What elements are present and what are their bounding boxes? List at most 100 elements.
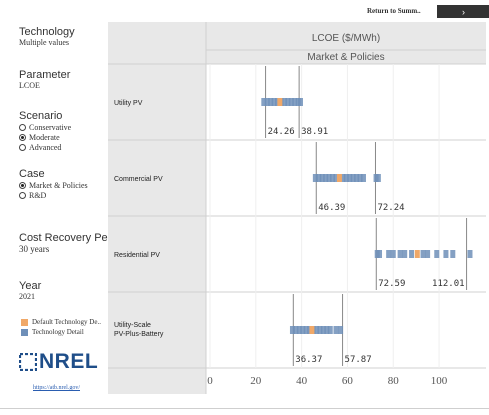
technology-detail-point <box>303 326 309 334</box>
year-filter[interactable]: Year 2021 <box>19 280 41 301</box>
technology-detail-point <box>319 174 325 182</box>
technology-detail-point <box>261 98 267 106</box>
technology-filter-title: Technology <box>19 26 75 38</box>
row-label-residential-pv: Residential PV <box>114 252 160 259</box>
technology-detail-point <box>292 98 298 106</box>
technology-detail-point <box>316 174 322 182</box>
x-tick-label: 40 <box>296 375 308 387</box>
technology-detail-point <box>289 326 295 334</box>
case-option-rd[interactable]: R&D <box>19 190 88 200</box>
technology-detail-point <box>386 250 392 258</box>
legend-swatch <box>21 318 28 326</box>
legend-label: Default Technology De.. <box>32 318 101 326</box>
scenario-option-label: Advanced <box>29 142 62 152</box>
case-option-market-policies[interactable]: Market & Policies <box>19 180 88 190</box>
scenario-filter-title: Scenario <box>19 110 63 122</box>
technology-detail-point <box>281 98 287 106</box>
technology-detail-point <box>402 250 408 258</box>
technology-detail-point <box>293 326 299 334</box>
legend-item-detail[interactable]: Technology Detail <box>21 327 101 337</box>
technology-detail-point <box>268 98 274 106</box>
technology-detail-point <box>375 174 381 182</box>
min-value-label: 46.39 <box>318 203 345 213</box>
year-filter-title: Year <box>19 280 42 292</box>
case-filter-title: Case <box>19 168 45 180</box>
return-to-summary-link[interactable]: Return to Summ.. <box>367 7 421 15</box>
footer-divider <box>0 408 489 409</box>
min-value-label: 36.37 <box>295 355 322 365</box>
max-value-label: 38.91 <box>301 127 328 137</box>
default-technology-point <box>309 326 315 334</box>
technology-detail-point <box>338 326 344 334</box>
legend-label: Technology Detail <box>32 328 84 336</box>
technology-filter-value: Multiple values <box>19 38 69 47</box>
technology-detail-point <box>285 98 291 106</box>
radio-icon[interactable] <box>19 191 26 199</box>
row-label-commercial-pv: Commercial PV <box>114 176 163 183</box>
scenario-option-conservative[interactable]: Conservative <box>19 122 71 132</box>
legend: Default Technology De.. Technology Detai… <box>21 317 101 337</box>
technology-detail-point <box>350 174 356 182</box>
nrel-emblem-icon <box>19 353 37 371</box>
next-button[interactable]: › <box>437 5 489 18</box>
technology-filter[interactable]: Technology Multiple values <box>19 26 75 47</box>
radio-selected-icon[interactable] <box>19 133 26 141</box>
min-value-label: 24.26 <box>268 127 295 137</box>
scenario-option-label: Moderate <box>29 132 60 142</box>
x-tick-label: 60 <box>342 375 354 387</box>
technology-detail-point <box>297 98 303 106</box>
default-technology-point <box>277 98 283 106</box>
min-value-label: 72.59 <box>378 279 405 289</box>
technology-detail-point <box>330 174 336 182</box>
technology-detail-point <box>343 174 349 182</box>
technology-detail-point <box>390 250 396 258</box>
scenario-option-moderate[interactable]: Moderate <box>19 132 71 142</box>
nrel-logo[interactable]: NREL <box>19 350 98 374</box>
parameter-filter-value: LCOE <box>19 81 40 90</box>
x-tick-label: 20 <box>250 375 261 387</box>
lcoe-chart: LCOE ($/MWh) Market & Policies Utility P… <box>108 22 486 394</box>
scenario-filter: Scenario Conservative Moderate Advanced <box>19 110 71 152</box>
technology-detail-point <box>360 174 366 182</box>
technology-detail-point <box>377 250 383 258</box>
cost-recovery-filter-title: Cost Recovery Period <box>19 232 126 244</box>
technology-detail-point <box>271 98 277 106</box>
technology-detail-point <box>340 174 346 182</box>
technology-detail-point <box>425 250 431 258</box>
technology-detail-point <box>312 174 318 182</box>
cost-recovery-filter[interactable]: Cost Recovery Period 30 years <box>19 232 126 254</box>
technology-detail-point <box>317 326 323 334</box>
legend-item-default[interactable]: Default Technology De.. <box>21 317 101 327</box>
x-tick-label: 0 <box>207 375 213 387</box>
radio-icon[interactable] <box>19 123 26 131</box>
chart-title: LCOE ($/MWh) <box>312 33 380 44</box>
scenario-option-advanced[interactable]: Advanced <box>19 142 71 152</box>
technology-detail-point <box>434 250 440 258</box>
technology-detail-point <box>443 250 449 258</box>
radio-selected-icon[interactable] <box>19 181 26 189</box>
chart-subtitle: Market & Policies <box>307 52 384 63</box>
row-label-utility-pv: Utility PV <box>114 100 143 107</box>
nrel-url-link[interactable]: https://atb.nrel.gov/ <box>33 385 80 391</box>
technology-detail-point <box>314 326 320 334</box>
year-filter-value: 2021 <box>19 292 35 301</box>
technology-detail-point <box>326 174 332 182</box>
nrel-logo-text: NREL <box>39 350 99 373</box>
x-tick-label: 100 <box>431 375 448 387</box>
technology-detail-point <box>420 250 426 258</box>
technology-detail-point <box>320 326 326 334</box>
technology-detail-point <box>300 326 306 334</box>
row-header-background <box>108 22 206 394</box>
parameter-filter-title: Parameter <box>19 69 71 81</box>
technology-detail-point <box>347 174 353 182</box>
technology-detail-point <box>288 98 294 106</box>
technology-detail-point <box>333 326 339 334</box>
technology-detail-point <box>327 326 333 334</box>
max-value-label: 112.01 <box>432 279 465 289</box>
case-filter: Case Market & Policies R&D <box>19 168 88 200</box>
parameter-filter[interactable]: Parameter LCOE <box>19 69 70 90</box>
technology-detail-point <box>333 174 339 182</box>
technology-detail-point <box>409 250 415 258</box>
technology-detail-point <box>357 174 363 182</box>
radio-icon[interactable] <box>19 143 26 151</box>
